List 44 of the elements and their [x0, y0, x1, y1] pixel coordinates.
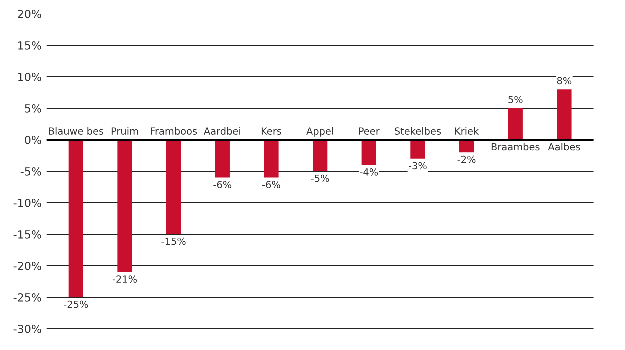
bar [557, 90, 572, 140]
bar [362, 140, 376, 166]
y-tick-label: 15% [18, 41, 42, 50]
data-label: -25% [64, 300, 88, 308]
data-label: 5% [508, 96, 523, 104]
x-tick-label: Peer [359, 128, 380, 135]
y-tick-label: 10% [18, 72, 42, 82]
y-tick-label: -5% [20, 167, 42, 176]
x-tick-label: Kriek [455, 127, 480, 135]
y-tick-label: -30% [14, 324, 42, 334]
bar [508, 108, 523, 140]
data-label: -21% [112, 276, 138, 283]
data-label: -6% [262, 181, 280, 188]
data-label: -6% [214, 181, 232, 188]
x-tick-label: Framboos [151, 127, 198, 135]
bar [215, 140, 230, 178]
x-tick-label: Braambes [492, 143, 540, 151]
x-tick-label: Pruim [112, 127, 138, 135]
data-label: -5% [311, 174, 330, 182]
x-tick-label: Stekelbes [395, 127, 442, 135]
data-label: -15% [162, 238, 186, 246]
data-label: -2% [458, 156, 476, 164]
x-tick-label: Kers [262, 128, 282, 135]
bar [312, 140, 328, 172]
data-label: 8% [557, 77, 572, 85]
bar [459, 140, 474, 153]
x-tick-label: Appel [306, 127, 334, 137]
y-tick-label: 20% [18, 10, 42, 18]
bar [68, 140, 84, 298]
y-tick-label: -25% [14, 293, 42, 302]
y-tick-label: 0% [25, 136, 42, 144]
y-tick-label: -20% [14, 262, 42, 270]
y-tick-label: 5% [25, 104, 42, 113]
data-label: -3% [408, 162, 427, 170]
bar [410, 140, 426, 159]
y-tick-label: -15% [14, 230, 42, 239]
bar [118, 140, 132, 272]
data-label: -4% [360, 168, 378, 176]
y-tick-label: -10% [14, 198, 42, 208]
bar [166, 140, 182, 234]
x-tick-label: Blauwe bes [49, 127, 104, 135]
x-tick-label: Aalbes [548, 143, 580, 151]
x-tick-label: Aardbei [204, 127, 240, 135]
bar [264, 140, 279, 178]
